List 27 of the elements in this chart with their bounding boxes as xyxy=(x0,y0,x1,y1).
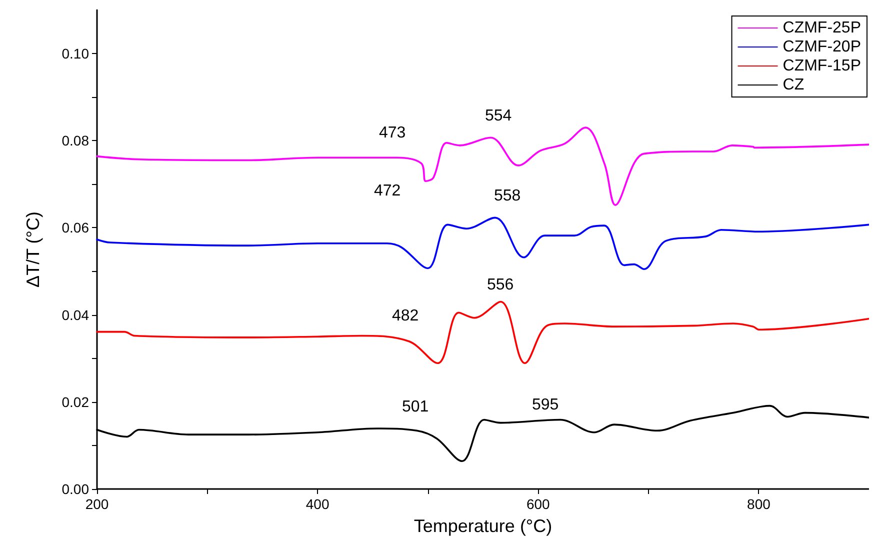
line-series xyxy=(96,126,869,206)
y-tick-label: 0.06 xyxy=(62,220,90,236)
annotation: 472 xyxy=(374,182,401,200)
annotation: 558 xyxy=(494,188,521,204)
y-tick-label: 0.04 xyxy=(62,306,90,323)
annotation: 473 xyxy=(379,124,406,142)
line-series xyxy=(96,216,869,270)
annotation: 501 xyxy=(402,398,429,416)
x-tick-label: 600 xyxy=(526,496,550,512)
legend-label: CZMF-20P xyxy=(782,38,862,56)
annotation: 554 xyxy=(485,108,512,124)
x-tick-label: 400 xyxy=(306,496,330,512)
legend-label: CZMF-15P xyxy=(782,58,862,74)
annotation: 482 xyxy=(392,308,419,324)
legend-label: CZ xyxy=(782,76,804,94)
x-tick-label: 800 xyxy=(747,496,771,512)
y-axis-title: ΔT/T (°C) xyxy=(23,212,43,288)
legend-label: CZMF-25P xyxy=(782,20,862,36)
y-tick-label: 0.00 xyxy=(62,481,90,497)
line-series xyxy=(96,300,869,364)
y-tick-label: 0.08 xyxy=(62,132,90,149)
y-tick-label: 0.10 xyxy=(62,46,90,62)
annotation: 556 xyxy=(487,276,514,294)
x-axis-title: Temperature (°C) xyxy=(414,516,552,536)
annotation: 595 xyxy=(532,396,559,414)
x-tick-label: 200 xyxy=(85,496,109,512)
y-tick-label: 0.02 xyxy=(62,394,90,410)
